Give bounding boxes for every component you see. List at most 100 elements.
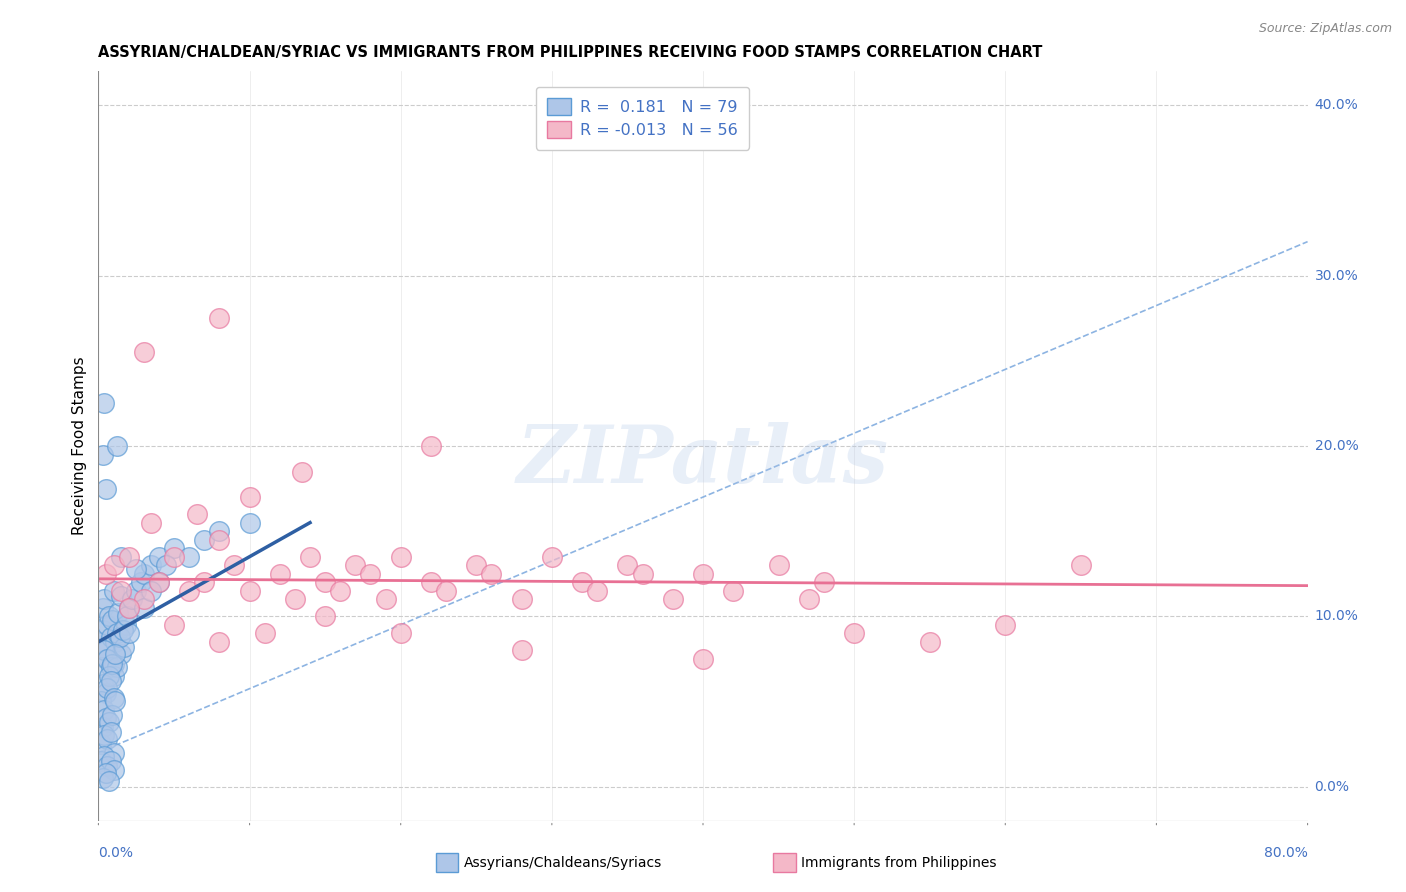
Point [797, 592, 820, 607]
Legend: R =  0.181   N = 79, R = -0.013   N = 56: R = 0.181 N = 79, R = -0.013 N = 56 [536, 87, 749, 150]
Point [389, 626, 412, 640]
Text: Immigrants from Philippines: Immigrants from Philippines [801, 855, 997, 870]
Point [103, 558, 125, 573]
Point [148, 575, 170, 590]
Point [96, 652, 118, 666]
Point [132, 566, 155, 581]
Point [104, 647, 127, 661]
Point [98, 609, 121, 624]
Point [100, 725, 122, 739]
Point [269, 566, 291, 581]
Point [90, 754, 112, 768]
Point [510, 643, 533, 657]
Point [692, 566, 714, 581]
Point [108, 630, 131, 644]
Point [110, 549, 132, 564]
Text: Source: ZipAtlas.com: Source: ZipAtlas.com [1258, 22, 1392, 36]
Point [481, 566, 503, 581]
Text: 0.0%: 0.0% [98, 846, 134, 860]
Point [91, 623, 114, 637]
Point [132, 345, 155, 359]
Point [314, 609, 336, 624]
Point [104, 694, 127, 708]
Point [103, 691, 125, 706]
Point [224, 558, 246, 573]
Point [110, 647, 132, 661]
Point [994, 617, 1017, 632]
Point [100, 754, 122, 768]
Point [631, 566, 654, 581]
Point [94, 652, 117, 666]
Point [813, 575, 835, 590]
Point [110, 589, 132, 603]
Point [420, 575, 443, 590]
Point [114, 617, 136, 632]
Point [141, 516, 163, 530]
Point [179, 583, 201, 598]
Point [101, 613, 124, 627]
Point [118, 600, 141, 615]
Text: ZIPatlas: ZIPatlas [517, 422, 889, 500]
Point [93, 729, 115, 743]
Point [723, 583, 745, 598]
Point [434, 583, 457, 598]
Point [208, 635, 231, 649]
Point [239, 490, 262, 504]
Point [284, 592, 307, 607]
Point [132, 600, 155, 615]
Point [125, 561, 148, 575]
Point [118, 549, 141, 564]
Point [239, 583, 262, 598]
Text: 0.0%: 0.0% [1315, 780, 1350, 794]
Point [90, 660, 112, 674]
Point [155, 558, 177, 573]
Point [360, 566, 382, 581]
Point [141, 558, 163, 573]
Point [344, 558, 367, 573]
Point [540, 549, 562, 564]
Text: 80.0%: 80.0% [1264, 846, 1308, 860]
Point [163, 541, 186, 556]
Text: Assyrians/Chaldeans/Syriacs: Assyrians/Chaldeans/Syriacs [464, 855, 662, 870]
Point [105, 439, 128, 453]
Point [101, 657, 124, 671]
Point [112, 640, 135, 654]
Point [616, 558, 638, 573]
Point [208, 311, 231, 326]
Point [91, 720, 114, 734]
Point [141, 583, 163, 598]
Point [93, 592, 115, 607]
Point [110, 583, 132, 598]
Point [103, 657, 125, 671]
Point [768, 558, 790, 573]
Point [163, 617, 186, 632]
Point [571, 575, 593, 590]
Point [115, 609, 138, 624]
Point [111, 623, 134, 637]
Point [104, 635, 127, 649]
Point [253, 626, 276, 640]
Point [91, 771, 114, 785]
Point [100, 673, 122, 688]
Point [103, 746, 125, 760]
Point [121, 592, 143, 607]
Point [93, 396, 115, 410]
Point [98, 714, 121, 729]
Text: 20.0%: 20.0% [1315, 439, 1358, 453]
Point [186, 507, 208, 521]
Point [96, 681, 118, 695]
Point [90, 737, 112, 751]
Point [420, 439, 443, 453]
Point [100, 660, 122, 674]
Point [93, 643, 115, 657]
Point [148, 575, 170, 590]
Point [239, 516, 262, 530]
Point [94, 566, 117, 581]
Point [94, 686, 117, 700]
Text: 30.0%: 30.0% [1315, 268, 1358, 283]
Point [193, 575, 215, 590]
Point [94, 643, 117, 657]
Point [208, 533, 231, 547]
Point [1070, 558, 1092, 573]
Point [94, 482, 117, 496]
